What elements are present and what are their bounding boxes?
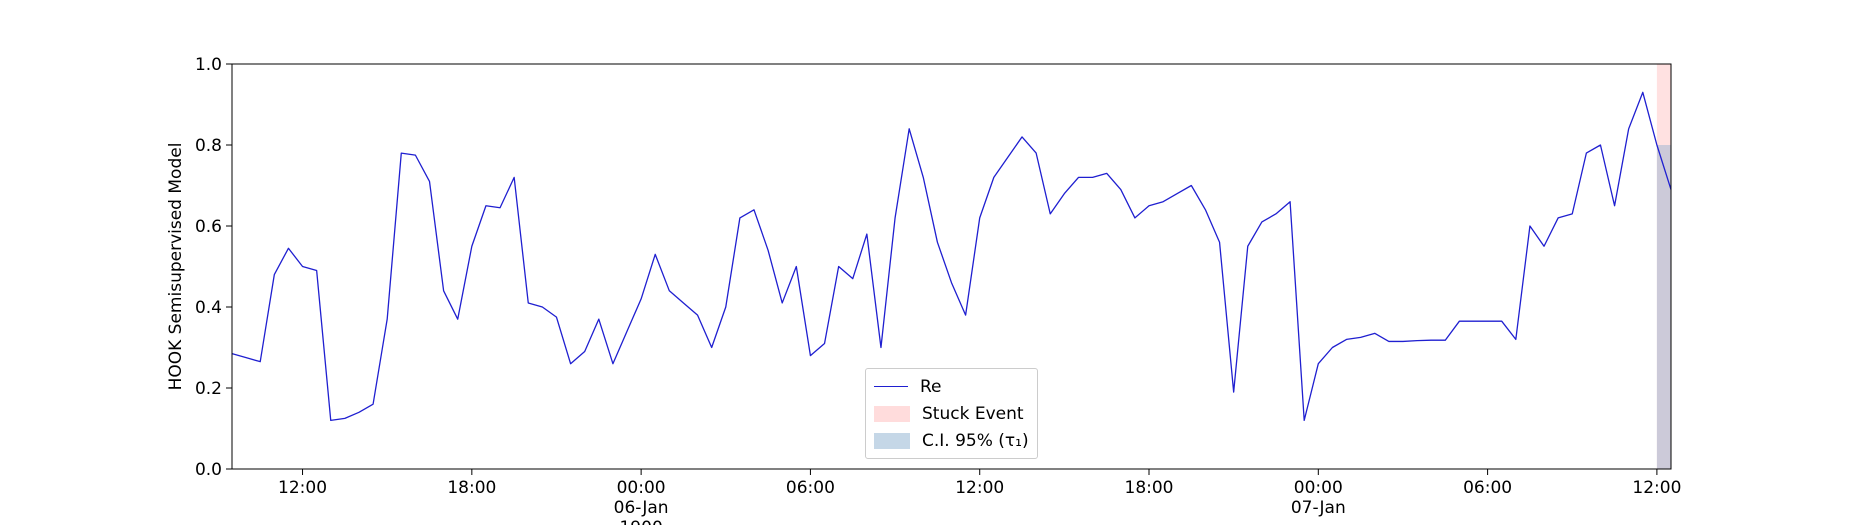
- x-tick-label: 06:00: [785, 478, 835, 498]
- span: [1656, 145, 1671, 469]
- x-tick-label: 12:00: [278, 478, 328, 498]
- legend-key: [874, 432, 910, 449]
- plot-frame: [231, 63, 1672, 470]
- x-tick-label: 12:00: [1632, 478, 1682, 498]
- legend-item: C.I. 95% (τ₁): [874, 427, 1029, 454]
- span: [1656, 64, 1671, 469]
- legend-key: [874, 386, 908, 387]
- y-tick-label: 0.0: [195, 460, 222, 480]
- x-tick-label: 18:00: [1124, 478, 1174, 498]
- x-tick-label: 00:00 07-Jan: [1290, 478, 1346, 518]
- y-tick-label: 1.0: [195, 55, 222, 75]
- legend-item: Stuck Event: [874, 400, 1029, 427]
- y-tick-label: 0.8: [195, 136, 222, 156]
- x-tick-label: 00:00 06-Jan 1900: [613, 478, 669, 525]
- y-tick-label: 0.6: [195, 217, 222, 237]
- x-tick-label: 06:00: [1463, 478, 1513, 498]
- legend-item: Re: [874, 373, 1029, 400]
- y-tick-label: 0.4: [195, 298, 222, 318]
- legend-label: Stuck Event: [922, 403, 1024, 424]
- legend-key: [874, 405, 910, 422]
- series-line: [231, 91, 1672, 422]
- y-tick-label: 0.2: [195, 379, 222, 399]
- x-tick-label: 12:00: [955, 478, 1005, 498]
- legend-label: Re: [920, 376, 942, 397]
- x-tick-label: 18:00: [447, 478, 497, 498]
- legend: Re Stuck Event C.I. 95% (τ₁): [865, 368, 1038, 459]
- legend-label: C.I. 95% (τ₁): [922, 430, 1029, 451]
- y-axis-label: HOOK Semisupervised Model: [166, 143, 186, 391]
